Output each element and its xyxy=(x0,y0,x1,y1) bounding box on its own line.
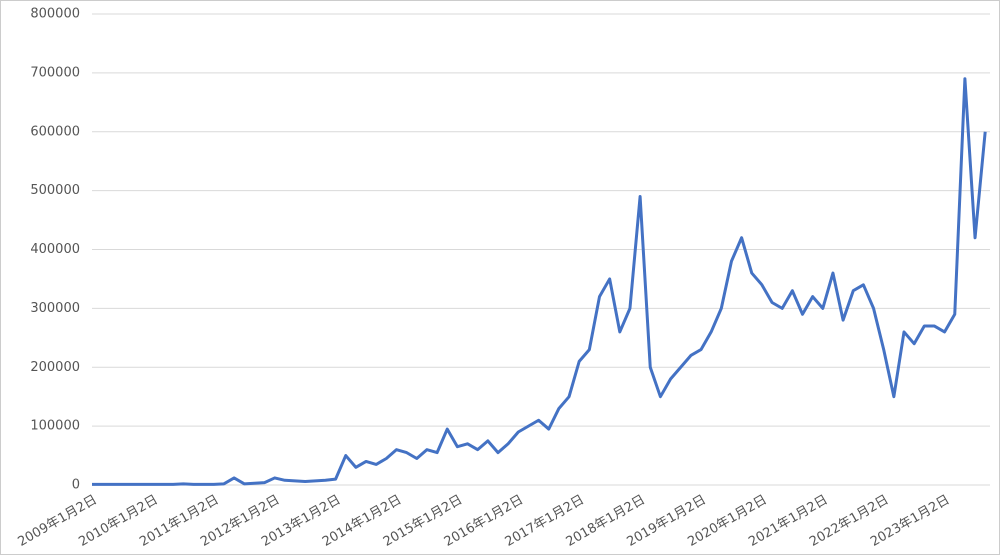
y-tick-label: 800000 xyxy=(30,7,80,22)
y-tick-label: 200000 xyxy=(30,360,80,375)
y-tick-label: 400000 xyxy=(30,242,80,257)
y-tick-label: 0 xyxy=(72,478,80,493)
y-tick-label: 100000 xyxy=(30,419,80,434)
y-tick-label: 500000 xyxy=(30,183,80,198)
y-tick-label: 700000 xyxy=(30,65,80,80)
y-tick-label: 300000 xyxy=(30,301,80,316)
line-series xyxy=(92,77,987,486)
y-tick-label: 600000 xyxy=(30,124,80,139)
